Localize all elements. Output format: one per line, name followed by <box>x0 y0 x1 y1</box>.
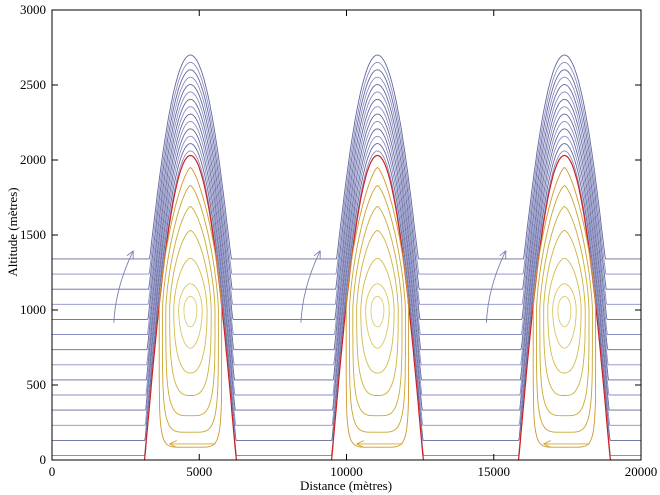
rotor-streamline-ring <box>539 206 590 417</box>
open-streamline <box>52 84 641 320</box>
x-tick-label: 10000 <box>330 464 363 479</box>
rotor-streamline-ring <box>356 230 399 396</box>
x-tick-label: 20000 <box>625 464 658 479</box>
arrowhead <box>126 250 134 257</box>
open-streamline <box>52 121 641 396</box>
arrowhead <box>543 443 551 448</box>
rotor-streamline-ring <box>365 283 390 349</box>
open-streamlines-group <box>52 54 641 456</box>
y-tick-label: 1500 <box>20 227 46 242</box>
arrowhead <box>313 250 321 257</box>
rotor-streamline-ring <box>345 166 410 448</box>
arrowhead <box>356 443 364 448</box>
x-axis-title: Distance (mètres) <box>299 478 393 493</box>
open-streamline <box>52 76 641 305</box>
y-tick-label: 500 <box>27 377 47 392</box>
rotor-streamline-ring <box>552 283 577 349</box>
open-streamline <box>52 69 641 290</box>
arrowhead <box>169 443 177 448</box>
rotor-streamline-ring <box>352 206 403 417</box>
rotor-streamline-ring <box>183 296 198 328</box>
rotor-streamline-ring <box>557 296 572 328</box>
upslope-flow-arrow <box>485 250 507 323</box>
arrowhead <box>356 440 364 445</box>
x-tick-label: 15000 <box>478 464 511 479</box>
rotor-streamline-ring <box>165 206 216 417</box>
x-tick-label: 5000 <box>186 464 212 479</box>
arrowhead <box>543 440 551 445</box>
rotor-streamline-ring <box>543 230 586 396</box>
rotor-streamline-ring <box>547 257 582 374</box>
flow-arrows-group <box>113 250 590 448</box>
x-tick-label: 0 <box>49 464 56 479</box>
rotor-streamline-ring <box>169 230 212 396</box>
rotor-streamline-ring <box>178 283 203 349</box>
rotor-streamline-ring <box>348 184 406 433</box>
open-streamline <box>52 91 641 335</box>
y-tick-label: 2000 <box>20 152 46 167</box>
axes-frame-group: 0 5000 10000 15000 20000 0 500 1000 1500 2000 2500… <box>20 2 657 479</box>
rotor-streamline-ring <box>161 184 219 433</box>
upslope-flow-arrow <box>113 250 134 323</box>
open-streamline <box>52 61 641 275</box>
open-streamline <box>52 98 641 351</box>
streamlines-layer <box>52 54 641 460</box>
rotor-streamline-ring <box>532 166 597 448</box>
open-streamline <box>52 128 641 411</box>
y-tick-label: 1000 <box>20 302 46 317</box>
y-tick-label: 0 <box>40 452 47 467</box>
rotor-streamline-ring <box>360 257 395 374</box>
open-streamline <box>52 135 641 426</box>
rotor-streamline-ring <box>158 166 223 448</box>
open-streamline <box>52 143 641 441</box>
upslope-flow-arrow <box>300 250 321 323</box>
open-streamline <box>52 113 641 381</box>
rotor-rings-group <box>158 166 597 448</box>
rotor-streamline-ring <box>173 257 208 374</box>
open-streamline <box>52 54 641 260</box>
y-tick-label: 2500 <box>20 77 46 92</box>
y-axis-title: Altitude (mètres) <box>5 187 20 277</box>
y-tick-label: 3000 <box>20 2 46 17</box>
open-streamline <box>52 106 641 366</box>
rotor-streamline-ring <box>370 296 385 328</box>
arrowhead <box>169 440 177 445</box>
arrowhead <box>499 250 507 257</box>
rotor-streamline-ring <box>536 184 593 433</box>
